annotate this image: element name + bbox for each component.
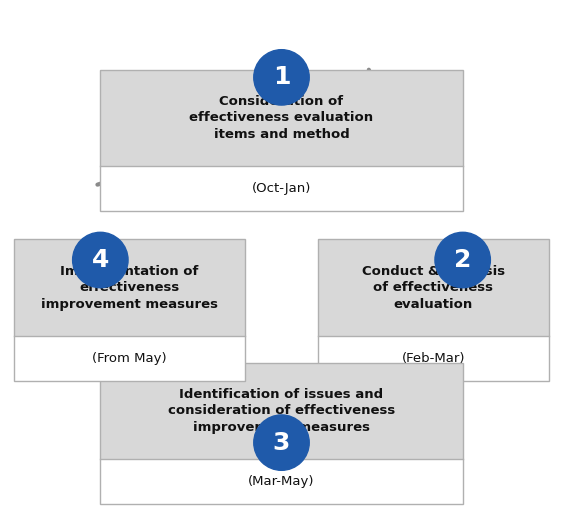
Ellipse shape xyxy=(254,50,309,105)
Text: Identification of issues and
consideration of effectiveness
improvement measures: Identification of issues and considerati… xyxy=(168,388,395,434)
Bar xyxy=(318,239,549,335)
Text: (From May): (From May) xyxy=(92,352,167,365)
Text: 3: 3 xyxy=(273,431,290,454)
Bar xyxy=(100,363,463,459)
Bar xyxy=(14,239,245,381)
Ellipse shape xyxy=(254,415,309,470)
Ellipse shape xyxy=(435,232,490,288)
Text: Consideration of
effectiveness evaluation
items and method: Consideration of effectiveness evaluatio… xyxy=(189,95,374,141)
Ellipse shape xyxy=(73,232,128,288)
Text: Implementation of
effectiveness
improvement measures: Implementation of effectiveness improvem… xyxy=(41,265,218,310)
Bar xyxy=(100,363,463,504)
Bar xyxy=(100,70,463,211)
Bar xyxy=(14,239,245,335)
Text: 4: 4 xyxy=(92,248,109,272)
Bar xyxy=(318,335,549,381)
Bar xyxy=(318,239,549,381)
Text: Conduct & analysis
of effectiveness
evaluation: Conduct & analysis of effectiveness eval… xyxy=(362,265,505,310)
Bar xyxy=(100,166,463,211)
Bar xyxy=(14,335,245,381)
Text: (Oct-Jan): (Oct-Jan) xyxy=(252,182,311,195)
Text: 2: 2 xyxy=(454,248,471,272)
Bar xyxy=(100,459,463,504)
Text: 1: 1 xyxy=(272,66,291,89)
Bar xyxy=(100,70,463,166)
Text: (Mar-May): (Mar-May) xyxy=(248,475,315,488)
Text: (Feb-Mar): (Feb-Mar) xyxy=(401,352,465,365)
